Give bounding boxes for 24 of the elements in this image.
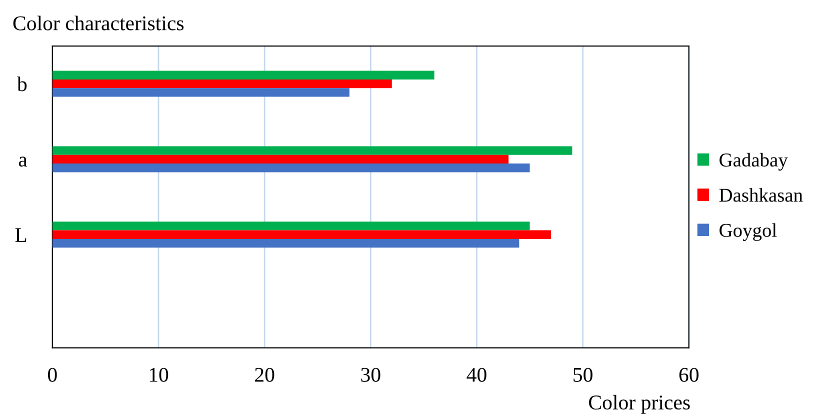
x-tick-label: 60 (679, 368, 699, 382)
x-tick-label: 30 (361, 368, 380, 382)
y-tick-label: b (17, 76, 27, 92)
bar (52, 164, 530, 172)
bar (52, 146, 572, 155)
x-tick-label: 10 (150, 368, 168, 382)
y-tick-label: L (15, 228, 26, 242)
bar (52, 70, 434, 80)
bar (52, 222, 530, 230)
y-tick-label: a (18, 156, 28, 167)
x-tick-label: 0 (48, 368, 57, 382)
y-axis-title: Color characteristics (13, 16, 184, 30)
legend-label: Dashkasan (719, 188, 803, 202)
legend-label: Goygol (720, 223, 777, 241)
bar (52, 238, 520, 248)
bar (52, 79, 392, 88)
bar (52, 230, 551, 239)
x-axis-title: Color prices (589, 394, 690, 414)
x-tick-label: 20 (255, 368, 274, 382)
x-tick-label: 50 (574, 368, 592, 382)
bar (52, 154, 509, 164)
legend-label: Gadabay (720, 152, 788, 171)
x-tick-label: 40 (466, 368, 486, 382)
bar (52, 88, 350, 97)
